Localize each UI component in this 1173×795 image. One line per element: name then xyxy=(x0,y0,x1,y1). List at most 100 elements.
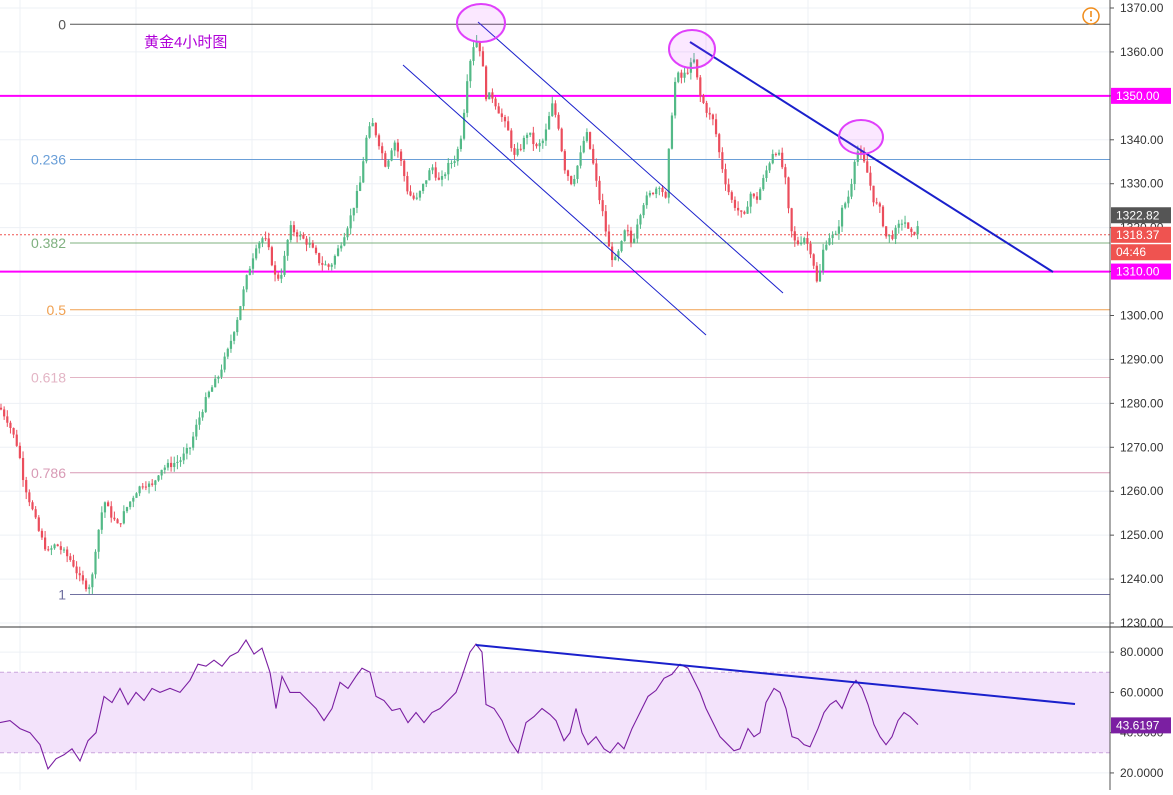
candle[interactable] xyxy=(900,219,903,231)
candle[interactable] xyxy=(381,142,384,160)
candle[interactable] xyxy=(897,219,900,234)
candle[interactable] xyxy=(192,431,195,451)
candle[interactable] xyxy=(403,158,406,182)
candle[interactable] xyxy=(866,154,869,173)
candle[interactable] xyxy=(878,201,881,213)
candle[interactable] xyxy=(658,186,661,196)
candle[interactable] xyxy=(781,147,784,170)
candle[interactable] xyxy=(834,230,837,236)
candle[interactable] xyxy=(81,570,84,585)
candle[interactable] xyxy=(472,42,475,66)
candle[interactable] xyxy=(759,187,762,201)
candle[interactable] xyxy=(809,240,812,259)
candle[interactable] xyxy=(916,220,919,240)
candle[interactable] xyxy=(588,131,592,150)
candle[interactable] xyxy=(787,176,790,214)
candle[interactable] xyxy=(270,245,273,267)
candle[interactable] xyxy=(548,111,551,130)
candle[interactable] xyxy=(25,476,28,500)
candle[interactable] xyxy=(355,184,359,214)
candle[interactable] xyxy=(494,96,497,110)
candle[interactable] xyxy=(289,220,292,243)
candle[interactable] xyxy=(223,352,226,373)
candle[interactable] xyxy=(522,135,525,152)
candle[interactable] xyxy=(714,113,718,138)
candle[interactable] xyxy=(743,210,746,215)
candle[interactable] xyxy=(541,138,544,149)
candle[interactable] xyxy=(497,102,500,114)
candle[interactable] xyxy=(333,254,336,269)
candle[interactable] xyxy=(875,197,878,205)
candle[interactable] xyxy=(138,485,141,497)
candle[interactable] xyxy=(185,443,188,460)
candle[interactable] xyxy=(765,165,768,182)
candle[interactable] xyxy=(557,112,560,131)
candle[interactable] xyxy=(377,133,381,150)
candle[interactable] xyxy=(620,240,623,253)
candle[interactable] xyxy=(771,149,774,165)
candle[interactable] xyxy=(746,201,749,214)
candle[interactable] xyxy=(182,447,185,465)
candle[interactable] xyxy=(299,231,302,241)
candle[interactable] xyxy=(828,233,831,246)
candle[interactable] xyxy=(245,274,248,293)
channel-line-upper[interactable] xyxy=(477,21,784,294)
candle[interactable] xyxy=(233,330,236,345)
candle[interactable] xyxy=(733,196,737,211)
candle[interactable] xyxy=(434,161,437,181)
candle[interactable] xyxy=(831,231,834,245)
candle[interactable] xyxy=(9,420,12,434)
candle[interactable] xyxy=(444,172,447,179)
candle[interactable] xyxy=(639,213,642,229)
peak-ellipse-3[interactable] xyxy=(838,119,884,155)
candle[interactable] xyxy=(280,268,283,284)
candle[interactable] xyxy=(103,501,107,518)
candle[interactable] xyxy=(170,456,173,472)
candle[interactable] xyxy=(859,145,863,160)
candle[interactable] xyxy=(825,240,828,251)
candle[interactable] xyxy=(573,174,576,187)
candle[interactable] xyxy=(12,427,15,439)
candle[interactable] xyxy=(544,123,548,146)
candle[interactable] xyxy=(516,142,519,157)
candle[interactable] xyxy=(412,192,415,201)
candle[interactable] xyxy=(88,584,91,594)
candle[interactable] xyxy=(885,226,888,239)
candle[interactable] xyxy=(891,230,894,241)
candle[interactable] xyxy=(62,547,66,553)
candle[interactable] xyxy=(286,239,289,261)
candle[interactable] xyxy=(485,65,488,102)
candle[interactable] xyxy=(336,244,340,257)
candle[interactable] xyxy=(330,262,333,271)
candle[interactable] xyxy=(157,474,160,482)
candle[interactable] xyxy=(207,390,210,399)
candle[interactable] xyxy=(390,148,393,162)
candle[interactable] xyxy=(100,506,103,534)
candle[interactable] xyxy=(721,147,724,173)
candle[interactable] xyxy=(387,159,390,170)
candle[interactable] xyxy=(466,74,469,118)
candle[interactable] xyxy=(217,375,220,384)
candle[interactable] xyxy=(440,170,444,187)
candle[interactable] xyxy=(248,266,251,276)
candle[interactable] xyxy=(459,135,462,152)
candle[interactable] xyxy=(790,207,793,238)
candle[interactable] xyxy=(777,149,781,156)
candle[interactable] xyxy=(611,242,614,267)
candle[interactable] xyxy=(894,225,897,245)
candle[interactable] xyxy=(510,128,513,152)
candle[interactable] xyxy=(220,364,223,380)
candle[interactable] xyxy=(229,334,233,353)
candle[interactable] xyxy=(173,456,176,472)
candle[interactable] xyxy=(724,163,727,191)
candle[interactable] xyxy=(636,218,639,244)
candle[interactable] xyxy=(686,67,689,75)
candle[interactable] xyxy=(661,185,664,197)
candle[interactable] xyxy=(551,96,554,117)
candle[interactable] xyxy=(800,236,803,246)
candle[interactable] xyxy=(210,385,214,392)
candle[interactable] xyxy=(752,193,755,199)
candle[interactable] xyxy=(453,155,456,167)
candle[interactable] xyxy=(113,511,116,521)
candle[interactable] xyxy=(296,229,299,243)
